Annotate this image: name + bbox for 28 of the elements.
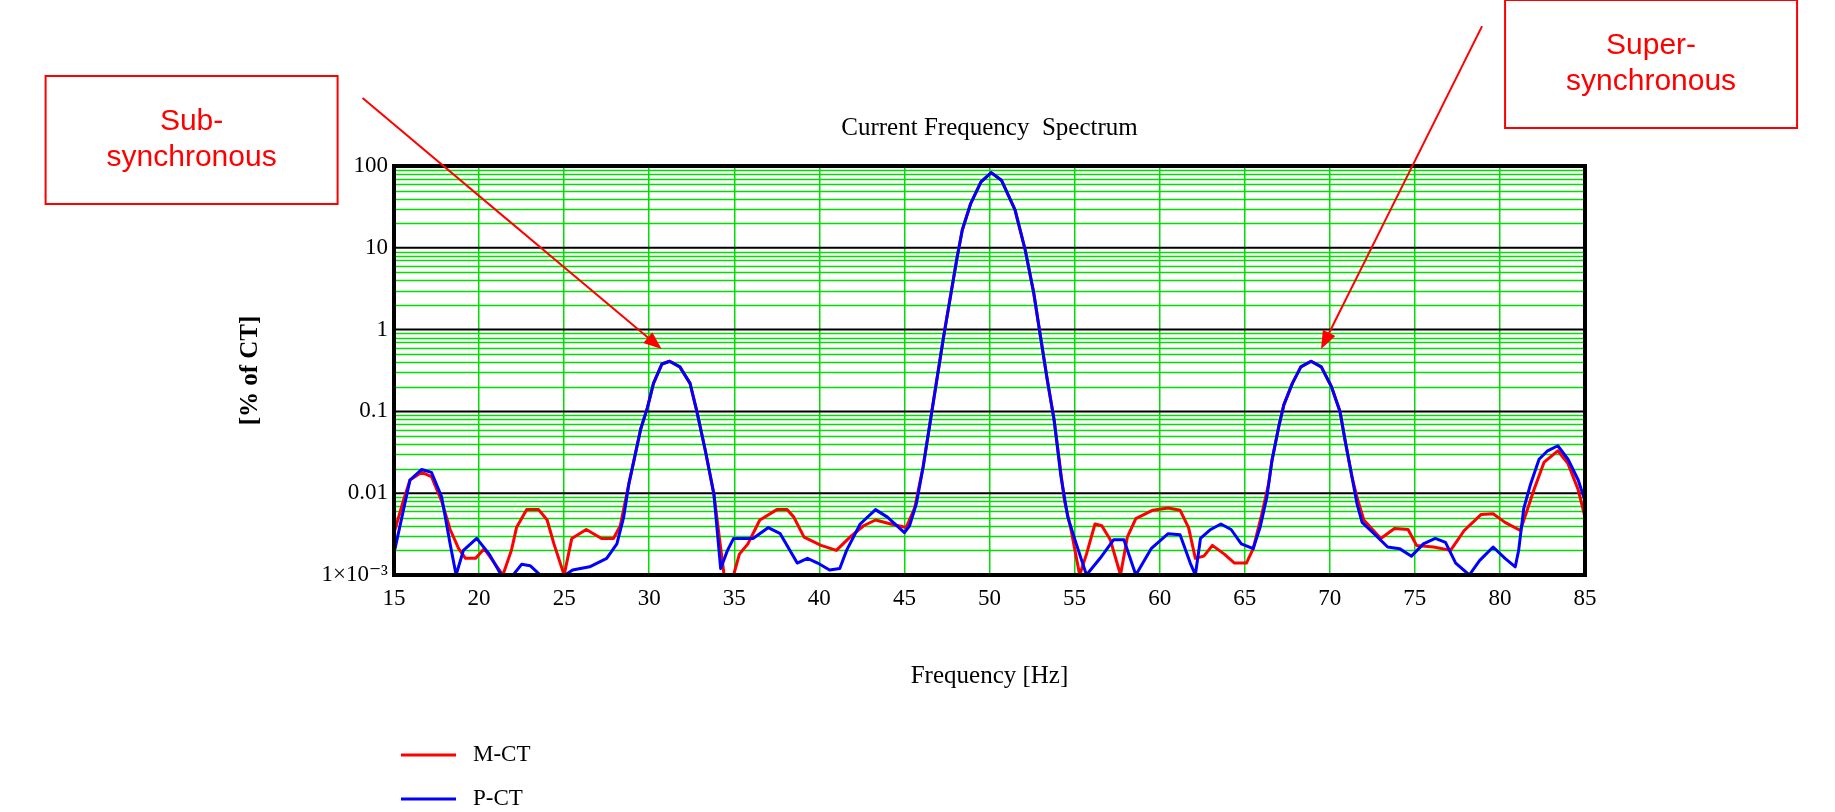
y-tick-label: 10 <box>365 233 388 259</box>
y-tick-label: 1 <box>376 315 388 341</box>
x-tick-label: 85 <box>1573 584 1597 610</box>
y-tick-label: 0.1 <box>359 397 388 423</box>
x-axis-title: Frequency [Hz] <box>910 660 1069 688</box>
y-tick-label: 0.01 <box>347 479 388 505</box>
x-tick-label: 40 <box>807 584 831 610</box>
x-tick-label: 30 <box>637 584 661 610</box>
text: Sub-synchronous <box>106 103 277 173</box>
x-tick-label: 45 <box>892 584 916 610</box>
x-tick-label: 65 <box>1233 584 1257 610</box>
x-tick-label: 55 <box>1063 584 1087 610</box>
x-tick-label: 60 <box>1148 584 1172 610</box>
x-tick-label: 35 <box>722 584 746 610</box>
x-tick-label: 50 <box>978 584 1001 610</box>
x-tick-label: 15 <box>382 584 406 610</box>
y-tick-label: 1×10⁻³ <box>321 561 389 587</box>
text: Super-synchronous <box>1566 27 1737 97</box>
y-axis-title: [% of CT] <box>235 315 263 426</box>
chart-title: Current Frequency Spectrum <box>841 113 1139 141</box>
x-tick-label: 70 <box>1318 584 1342 610</box>
x-tick-label: 80 <box>1488 584 1512 610</box>
legend-label: P-CT <box>473 785 523 811</box>
y-tick-label: 100 <box>353 152 388 178</box>
legend-label: M-CT <box>473 741 531 767</box>
x-tick-label: 25 <box>552 584 576 610</box>
x-tick-label: 20 <box>467 584 491 610</box>
x-tick-label: 75 <box>1403 584 1427 610</box>
